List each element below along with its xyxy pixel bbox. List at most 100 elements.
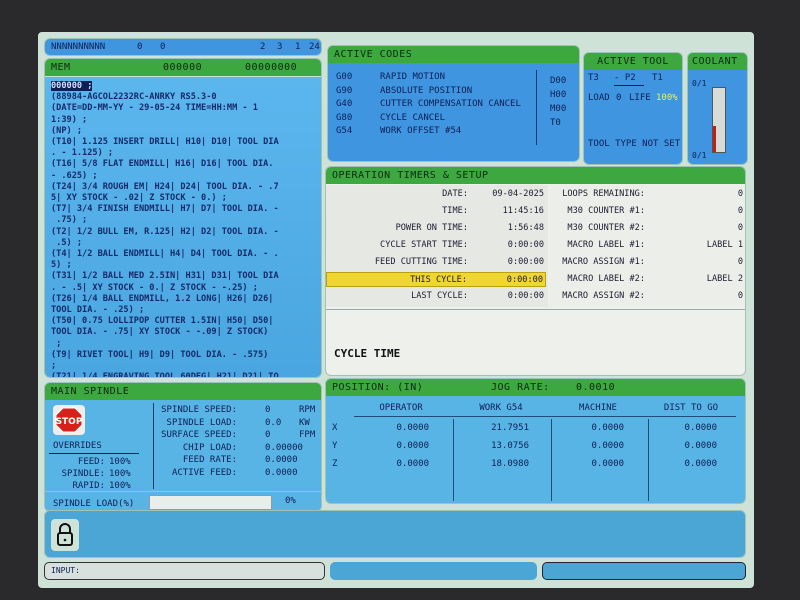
spindle-panel: MAIN SPINDLE STOP OVERRIDES FEED: 100% SPI…: [44, 382, 322, 512]
counter-label: M30 COUNTER #2:: [567, 223, 645, 233]
status-r4: 24: [309, 42, 320, 52]
position-value: 0.0000: [396, 441, 429, 451]
tool-t: T1: [652, 73, 663, 83]
timer-value: 09-04-2025: [492, 189, 544, 199]
program-line-text: (T26| 1/4 BALL ENDMILL, 1.2 LONG| H26| D…: [51, 293, 274, 304]
program-count: 00000000: [245, 62, 298, 73]
status-r2: 3: [277, 42, 283, 52]
counter-row: MACRO ASSIGN #1: 0: [549, 255, 745, 270]
timer-row: THIS CYCLE: 0:00:00: [326, 272, 546, 287]
program-line: . - .5| XY STOCK - 0.| Z STOCK - -.25) ;: [51, 283, 315, 294]
timer-label: FEED CUTTING TIME:: [374, 257, 468, 267]
timer-label: DATE:: [442, 189, 468, 199]
timer-value: 0:00:00: [507, 291, 544, 301]
program-line-text: 5) ;: [51, 260, 72, 271]
program-line: TOOL DIA. - .75| XY STOCK - -.09| Z STOC…: [51, 327, 315, 338]
program-line: . - 1.125) ;: [51, 148, 315, 159]
position-value: 0.0000: [396, 423, 429, 433]
active-code: G54: [336, 126, 353, 136]
timer-label: THIS CYCLE:: [410, 275, 467, 285]
override-value: 100%: [109, 469, 131, 479]
timer-row: FEED CUTTING TIME: 0:00:00: [326, 255, 546, 270]
program-line: (T2| 1/2 BULL EM, R.125| H2| D2| TOOL DI…: [51, 227, 315, 238]
program-line: 5| XY STOCK - .02| Z STOCK - 0.) ;: [51, 193, 315, 204]
stop-button[interactable]: STOP: [53, 405, 85, 435]
active-code-desc: RAPID MOTION: [380, 72, 446, 82]
softkey-2[interactable]: [542, 562, 746, 580]
override-value: 100%: [109, 481, 131, 491]
program-panel[interactable]: MEM 000000 00000000 000000 ; (88984-AGCOL…: [44, 58, 322, 378]
coolant-bottom: 0/1: [692, 151, 707, 160]
tool-load-label: LOAD: [588, 93, 610, 103]
active-codes-title: ACTIVE CODES: [328, 46, 579, 63]
active-code: G40: [336, 99, 353, 109]
axis-label: Z: [332, 459, 338, 469]
program-line-text: (NP) ;: [51, 125, 83, 136]
program-line: (T50| 0.75 LOLLIPOP CUTTER 1.5IN| H50| D…: [51, 316, 315, 327]
position-column-header: MACHINE: [579, 403, 617, 413]
tool-pocket: - P2: [614, 73, 636, 83]
program-line-text: ;: [51, 338, 62, 349]
position-value: 0.0000: [684, 423, 717, 433]
active-code: G00: [336, 72, 353, 82]
program-listing[interactable]: 000000 ; (88984-AGCOL2232RC-ANRKY RS5.3-0…: [45, 77, 321, 377]
spindle-load-label: SPINDLE LOAD(%): [53, 499, 135, 509]
override-label: SPINDLE:: [61, 469, 105, 479]
program-line-text: (T50| 0.75 LOLLIPOP CUTTER 1.5IN| H50| D…: [51, 316, 274, 327]
timer-label: LAST CYCLE:: [411, 291, 468, 301]
program-line: (DATE=DD-MM-YY - 29-05-24 TIME=HH:MM - 1: [51, 103, 315, 114]
position-value: 0.0000: [591, 423, 624, 433]
program-line: ;: [51, 361, 315, 372]
counter-label: MACRO LABEL #2:: [567, 274, 645, 284]
program-line-text: .75) ;: [51, 215, 88, 226]
program-line-text: (T31| 1/2 BALL MED 2.5IN| H31| D31| TOOL…: [51, 271, 279, 282]
status-n1: 0: [137, 42, 143, 52]
program-line: (T16| 5/8 FLAT ENDMILL| H16| D16| TOOL D…: [51, 159, 315, 170]
program-line-text: - .625) ;: [51, 170, 98, 181]
program-line-text: 1:39) ;: [51, 114, 88, 125]
program-line: 5) ;: [51, 260, 315, 271]
status-r1: 2: [260, 42, 266, 52]
active-codes-panel: ACTIVE CODES G00 RAPID MOTION G90 ABSOLUTE …: [327, 45, 580, 162]
input-field[interactable]: INPUT:: [44, 562, 325, 580]
counter-value: LABEL 1: [706, 240, 743, 250]
program-line-text: 5| XY STOCK - .02| Z STOCK - 0.) ;: [51, 193, 227, 204]
active-code-value: H00: [550, 90, 567, 100]
axis-label: Y: [332, 441, 338, 451]
counter-label: MACRO ASSIGN #2:: [562, 291, 645, 301]
program-line: (T10| 1.125 INSERT DRILL| H10| D10| TOOL…: [51, 137, 315, 148]
stop-sign-icon: STOP: [55, 407, 83, 433]
active-code: G80: [336, 112, 353, 123]
program-line-text: (88984-AGCOL2232RC-ANRKY RS5.3-0: [51, 92, 217, 103]
lock-icon: [57, 523, 73, 546]
program-line: .75) ;: [51, 215, 315, 226]
active-code: G90: [336, 85, 353, 96]
spindle-load-bar: [149, 495, 272, 510]
program-line: (T4| 1/2 BALL ENDMILL| H4| D4| TOOL DIA.…: [51, 249, 315, 260]
override-value: 100%: [109, 457, 131, 467]
overrides-title: OVERRIDES: [53, 441, 102, 451]
position-title: POSITION: (IN): [332, 382, 424, 393]
program-line-text: (T24| 3/4 ROUGH EM| H24| D24| TOOL DIA. …: [51, 181, 279, 192]
spindle-load-value: 0%: [285, 496, 296, 506]
program-line: ;: [51, 339, 315, 350]
program-line: .5) ;: [51, 238, 315, 249]
active-code-value: T0: [550, 118, 561, 128]
program-line-text: (DATE=DD-MM-YY - 29-05-24 TIME=HH:MM - 1: [51, 103, 258, 114]
counter-label: M30 COUNTER #1:: [567, 206, 645, 216]
counter-value: 0: [737, 206, 743, 216]
counter-row: M30 COUNTER #2: 0: [549, 221, 745, 236]
spindle-stat-value: 0.0000: [265, 467, 298, 478]
timer-value: 0:00:00: [506, 275, 543, 285]
spindle-stat-label: CHIP LOAD:: [182, 442, 237, 453]
timers-title: OPERATION TIMERS & SETUP: [326, 167, 745, 184]
active-tool-panel: ACTIVE TOOL T3 - P2 T1 LOAD 0 LIFE 100% …: [583, 52, 683, 165]
spindle-stat-label: SPINDLE SPEED:: [161, 405, 237, 415]
softkey-1[interactable]: [330, 562, 537, 580]
active-tool-title: ACTIVE TOOL: [584, 53, 682, 70]
lock-button[interactable]: [51, 519, 79, 551]
program-line-text: (T9| RIVET TOOL| H9| D9| TOOL DIA. - .57…: [51, 349, 269, 360]
program-line: (T21| 1/4 ENGRAVING TOOL 60DEG| H21| D21…: [51, 372, 315, 377]
timer-value: 1:56:48: [507, 223, 544, 233]
program-line: TOOL DIA. - .25) ;: [51, 305, 315, 316]
